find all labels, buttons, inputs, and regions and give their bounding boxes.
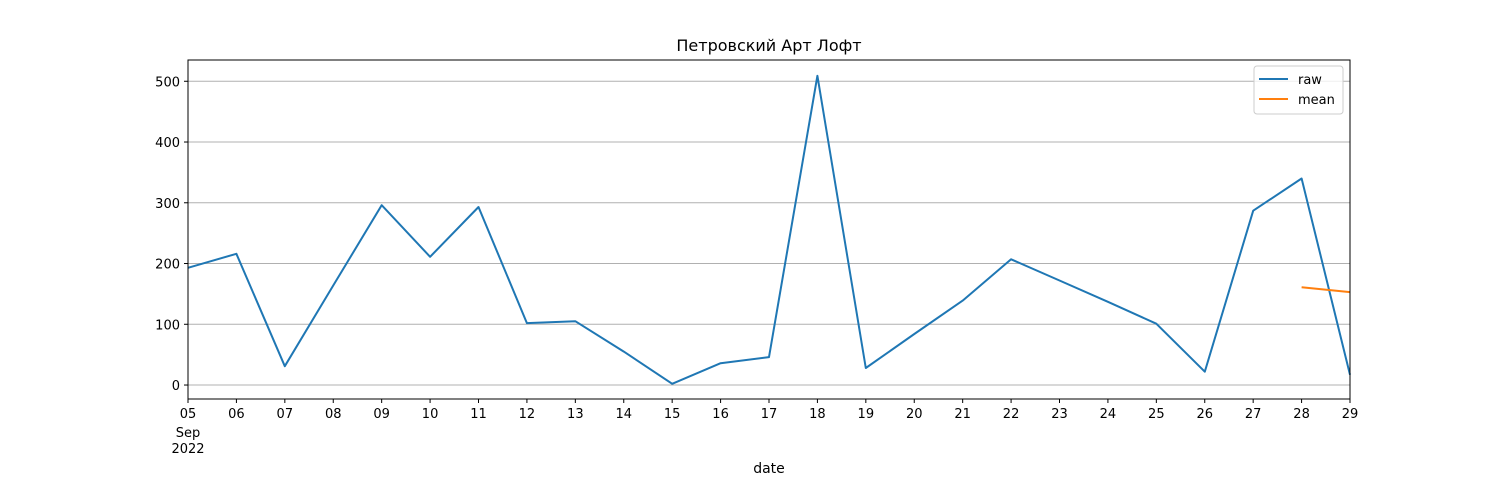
x-tick-label: 27 (1245, 407, 1262, 422)
legend-label-raw: raw (1298, 73, 1322, 88)
x-axis: 05 06 07 08 09 10 11 12 13 14 15 16 17 18 19 20 21 22 23 24… (171, 399, 1358, 457)
x-tick-label: 21 (954, 407, 971, 422)
x-tick-label: 26 (1196, 407, 1213, 422)
y-tick-label: 0 (172, 379, 180, 394)
y-tick-label: 500 (155, 75, 180, 90)
x-tick-label: 16 (712, 407, 729, 422)
y-tick-label: 300 (155, 197, 180, 212)
y-tick-label: 100 (155, 318, 180, 333)
x-tick-label: 10 (422, 407, 439, 422)
x-tick-label: 22 (1003, 407, 1020, 422)
chart-title: Петровский Арт Лофт (676, 36, 861, 55)
x-tick-label: 07 (277, 407, 294, 422)
y-tick-label: 200 (155, 258, 180, 273)
x-tick-label: 09 (373, 407, 390, 422)
x-tick-label: 06 (228, 407, 245, 422)
legend: raw mean (1253, 65, 1344, 115)
x-tick-label: 15 (664, 407, 681, 422)
x-tick-label: 29 (1342, 407, 1359, 422)
x-tick-label: 28 (1293, 407, 1310, 422)
gridlines (188, 80, 1350, 386)
x-tick-label: 23 (1051, 407, 1068, 422)
x-tick-label-secondary: Sep (176, 426, 201, 441)
x-tick-label: 25 (1148, 407, 1165, 422)
x-tick-label: 18 (809, 407, 826, 422)
y-tick-label: 400 (155, 136, 180, 151)
y-axis: 0 100 200 300 400 500 (155, 75, 188, 394)
legend-label-mean: mean (1298, 93, 1335, 108)
series-lines (187, 74, 1351, 385)
x-tick-label: 20 (906, 407, 923, 422)
x-tick-label: 11 (470, 407, 487, 422)
x-tick-label: 13 (567, 407, 584, 422)
x-tick-label: 14 (615, 407, 632, 422)
x-tick-label: 12 (519, 407, 536, 422)
x-tick-label: 24 (1100, 407, 1117, 422)
x-tick-label: 19 (858, 407, 875, 422)
x-tick-label: 08 (325, 407, 342, 422)
series-line-raw (187, 74, 1351, 385)
series-line-mean (1301, 286, 1351, 294)
x-tick-label: 05 (180, 407, 197, 422)
x-tick-label: 17 (761, 407, 778, 422)
x-axis-label: date (753, 461, 785, 477)
x-tick-label-secondary: 2022 (171, 442, 204, 457)
